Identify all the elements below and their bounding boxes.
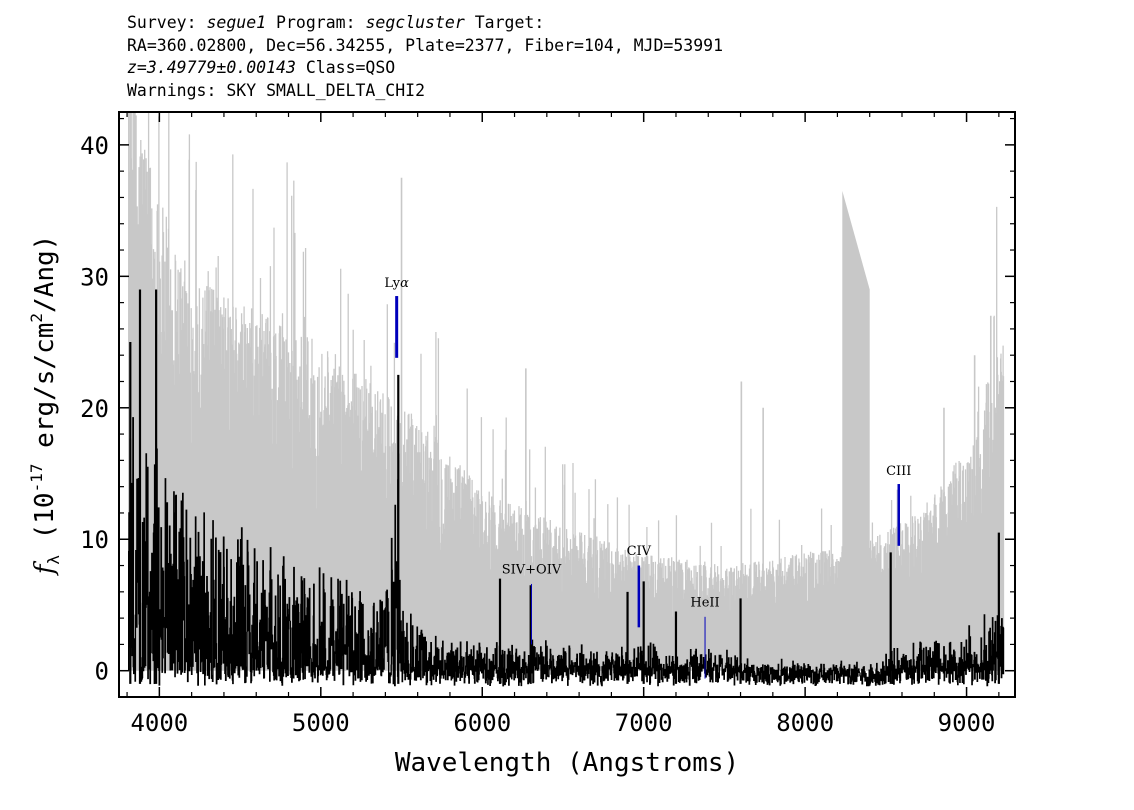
- series-flux: [127, 289, 1005, 687]
- emission-line-label: Lyα: [384, 276, 409, 291]
- y-title-open: (10: [30, 492, 60, 555]
- emission-line-label-main: SIV+OIV: [502, 562, 562, 577]
- emission-line-label-main: CIII: [886, 464, 911, 479]
- target-label: Target:: [474, 13, 545, 32]
- series-flux-trace: [127, 417, 1005, 687]
- x-tick-label: 7000: [615, 709, 673, 737]
- emission-lines: Lyα SIV+OIV CIV HeII CIII: [384, 276, 911, 679]
- x-tick-label: 8000: [776, 709, 834, 737]
- y-title-units: erg/s/cm: [30, 323, 60, 464]
- emission-line-label-main: CIV: [627, 544, 652, 559]
- series-error-trace: [128, 113, 1005, 671]
- survey-value: segue1: [206, 13, 267, 32]
- plot-content: Lyα SIV+OIV CIV HeII CIII: [127, 113, 1005, 687]
- coordinates-line: RA=360.02800, Dec=56.34255, Plate=2377, …: [127, 35, 724, 55]
- x-tick-label: 9000: [938, 709, 996, 737]
- x-tick-label: 5000: [292, 709, 350, 737]
- emission-line-label: SIV+OIV: [502, 562, 562, 577]
- y-tick-label: 0: [95, 658, 109, 686]
- series-error-band: [842, 190, 870, 671]
- program-label: Program:: [276, 13, 356, 32]
- y-tick-label: 30: [80, 263, 109, 291]
- emission-line-label: HeII: [690, 595, 719, 610]
- series-error: [128, 113, 1005, 671]
- survey-label: Survey:: [127, 13, 197, 32]
- y-tick-label: 20: [80, 395, 109, 423]
- redshift-value: z=3.49779±0.00143: [127, 58, 296, 77]
- emission-line-label-main: Ly: [384, 276, 400, 291]
- y-title-square: 2: [27, 313, 46, 323]
- emission-line-label-greek: α: [400, 276, 409, 291]
- warnings-line: Warnings: SKY SMALL_DELTA_CHI2: [127, 80, 426, 100]
- axes: 4000 5000 6000 7000 8000 9000 0 10 20 30 40: [80, 112, 1015, 737]
- y-tick-label: 40: [80, 132, 109, 160]
- y-title-lambda: λ: [44, 555, 63, 565]
- emission-line-label: CIV: [627, 544, 652, 559]
- emission-line-label: CIII: [886, 464, 911, 479]
- y-axis-title: fλ (10-17 erg/s/cm2/Ang): [27, 235, 63, 577]
- y-tick-label: 10: [80, 526, 109, 554]
- class-value: Class=QSO: [305, 58, 396, 77]
- y-title-exponent: -17: [27, 464, 46, 493]
- plot-frame: [118, 111, 1016, 698]
- x-tick-label: 6000: [453, 709, 511, 737]
- y-title-close: /Ang): [30, 235, 60, 313]
- program-value: segcluster: [365, 13, 465, 32]
- spectrum-header: Survey: segue1 Program: segcluster Targe…: [127, 12, 723, 102]
- emission-line-label-main: HeII: [690, 595, 719, 610]
- x-axis-title: Wavelength (Angstroms): [395, 748, 739, 778]
- x-tick-label: 4000: [130, 709, 188, 737]
